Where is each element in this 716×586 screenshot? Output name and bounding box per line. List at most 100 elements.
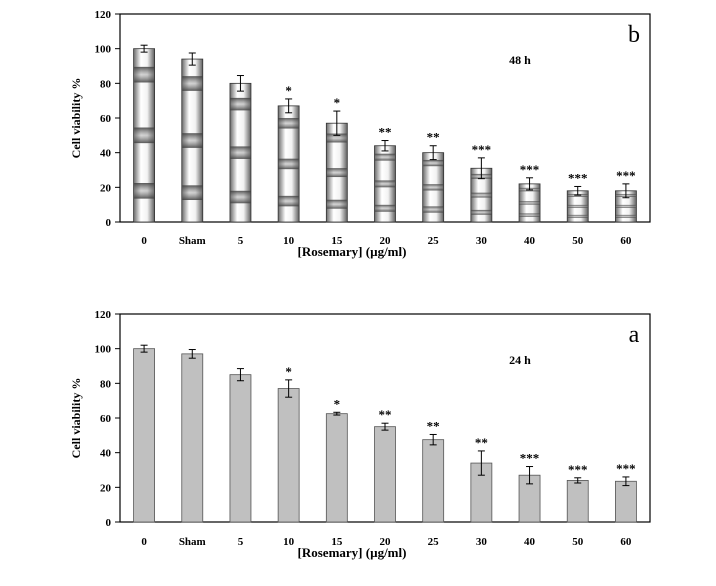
y-tick-label: 40 — [100, 448, 112, 460]
x-tick-label: 40 — [524, 536, 536, 548]
x-tick-label: 40 — [524, 235, 536, 247]
x-axis-title: [Rosemary] (µg/ml) — [298, 545, 407, 560]
y-tick-label: 80 — [100, 78, 112, 90]
significance-label: ** — [379, 125, 392, 140]
y-tick-label: 100 — [95, 44, 112, 56]
bar-band — [230, 97, 251, 111]
bar-band — [423, 206, 444, 213]
y-tick-label: 60 — [100, 413, 112, 425]
significance-label: ** — [475, 435, 488, 450]
bar-band — [375, 153, 395, 161]
x-tick-label: 20 — [380, 235, 392, 247]
y-tick-label: 20 — [100, 482, 112, 494]
bar-band — [471, 209, 492, 215]
x-tick-label: 10 — [283, 235, 295, 247]
x-tick-label: 10 — [283, 536, 295, 548]
y-tick-label: 120 — [95, 309, 112, 321]
bar-band — [230, 146, 251, 159]
y-axis-title: Cell viability % — [69, 78, 83, 159]
x-tick-label: 0 — [141, 536, 147, 548]
bar-band — [519, 201, 540, 205]
y-tick-label: 120 — [95, 9, 112, 21]
significance-label: * — [285, 364, 292, 379]
bar — [566, 479, 589, 523]
x-tick-label: 50 — [572, 536, 584, 548]
bar-band — [182, 133, 203, 148]
chart-panel-24h: 0 20 40 60 80 100 120 0 Sham 5 * 10 * 15 ** 20 ** 25 ** 30… — [69, 309, 651, 560]
bar-band — [375, 180, 395, 188]
x-tick-label: 5 — [238, 536, 244, 548]
bar-band — [326, 133, 347, 143]
y-tick-label: 0 — [106, 217, 112, 229]
bar-band — [567, 214, 588, 218]
bar-band — [423, 184, 444, 191]
x-tick-label: 25 — [428, 536, 440, 548]
panel-letter: a — [629, 322, 640, 348]
x-tick-label: 20 — [380, 536, 392, 548]
bar-band — [375, 204, 395, 212]
significance-label: ** — [427, 130, 440, 145]
time-label: 48 h — [509, 53, 531, 67]
y-tick-label: 20 — [100, 182, 112, 194]
x-tick-label: 60 — [620, 536, 632, 548]
y-tick-label: 40 — [100, 148, 112, 160]
bar-band — [182, 76, 203, 91]
y-tick-label: 0 — [106, 517, 112, 529]
x-tick-label: 15 — [331, 235, 343, 247]
bar-band — [134, 66, 155, 83]
x-tick-label: 50 — [572, 235, 584, 247]
significance-label: ** — [427, 418, 440, 433]
x-tick-label: 60 — [620, 235, 632, 247]
bar-band — [326, 168, 347, 178]
bar-band — [326, 199, 347, 209]
bar-band — [182, 185, 203, 201]
significance-label: * — [285, 83, 292, 98]
bar-band — [278, 118, 299, 129]
significance-label: *** — [568, 462, 588, 477]
bar-band — [278, 195, 299, 207]
panel-letter: b — [628, 22, 640, 48]
x-tick-label: Sham — [179, 536, 206, 548]
bar — [615, 480, 637, 523]
bar-band — [615, 214, 636, 218]
x-tick-label: 0 — [141, 235, 147, 247]
x-tick-label: 30 — [476, 536, 488, 548]
bar — [181, 353, 204, 523]
bar-series: 0 Sham 5 * 10 * 15 ** 20 ** 25 *** 30 *** 40 *** 50 *** 60 — [133, 44, 637, 247]
significance-label: * — [334, 95, 341, 110]
bar-band — [134, 127, 155, 144]
significance-label: * — [334, 396, 341, 411]
time-label: 24 h — [509, 353, 531, 367]
significance-label: *** — [568, 170, 588, 185]
y-axis-title: Cell viability % — [69, 378, 83, 459]
x-tick-label: 30 — [476, 235, 488, 247]
significance-label: *** — [520, 451, 540, 466]
x-tick-label: 25 — [428, 235, 440, 247]
bar-band — [471, 192, 492, 198]
bar-band — [230, 190, 251, 204]
y-tick-label: 80 — [100, 378, 112, 390]
chart-panel-48h: 0 20 40 60 80 100 120 0 Sham 5 * 10 * 15 ** 20 ** 25 *** 3… — [69, 9, 651, 259]
bar-band — [134, 183, 155, 199]
bar — [374, 426, 396, 523]
bar-band — [519, 213, 540, 217]
bar-band — [278, 158, 299, 170]
bar-band — [567, 204, 588, 208]
y-axis-ticks: 0 20 40 60 80 100 120 — [95, 9, 120, 229]
x-tick-label: 15 — [331, 536, 343, 548]
y-tick-label: 100 — [95, 344, 112, 356]
x-axis-title: [Rosemary] (µg/ml) — [298, 244, 407, 259]
bar — [133, 348, 155, 523]
bar-band — [423, 159, 444, 167]
significance-label: ** — [379, 407, 392, 422]
bar-band — [615, 204, 636, 208]
significance-label: *** — [616, 461, 636, 476]
significance-label: *** — [616, 168, 636, 183]
significance-label: *** — [520, 162, 540, 177]
bar — [422, 439, 445, 523]
bar-series: 0 Sham 5 * 10 * 15 ** 20 ** 25 ** 30 *** 40 *** 50 *** 60 — [133, 344, 637, 548]
y-axis-ticks: 0 20 40 60 80 100 120 — [95, 309, 120, 529]
bar — [325, 413, 348, 523]
bar — [229, 374, 252, 523]
bar — [277, 388, 300, 523]
